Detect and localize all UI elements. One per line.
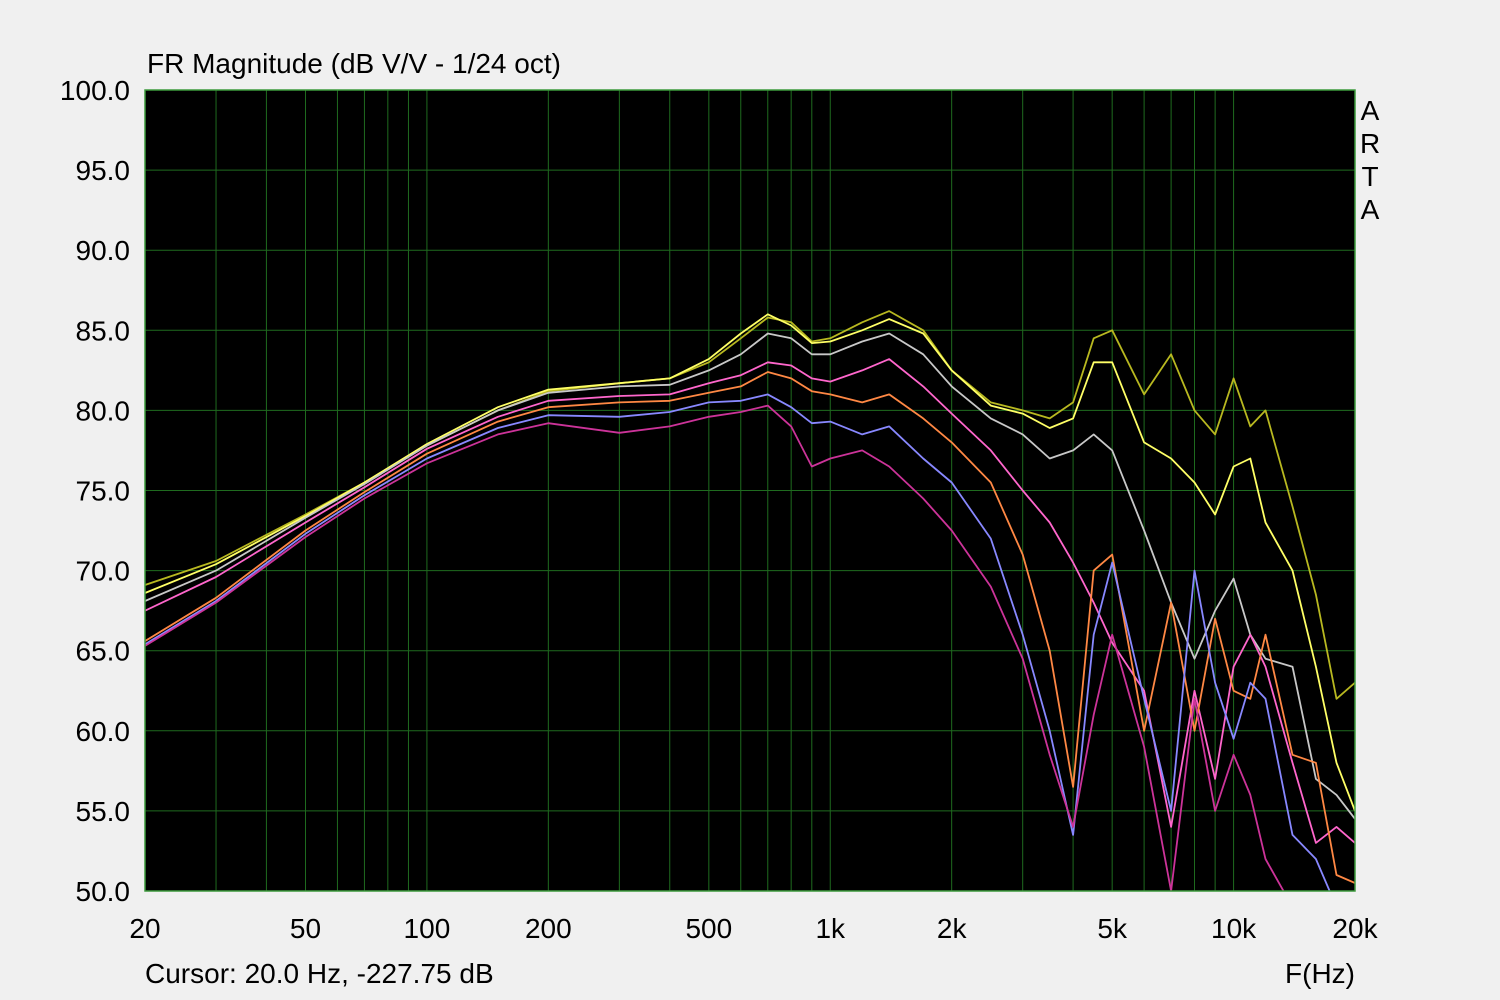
x-tick-label: 20k (1332, 913, 1378, 944)
side-label: ARTA (1360, 95, 1381, 225)
y-tick-label: 70.0 (76, 556, 131, 587)
y-tick-label: 50.0 (76, 876, 131, 907)
x-tick-label: 100 (404, 913, 451, 944)
y-tick-label: 95.0 (76, 155, 131, 186)
y-tick-label: 90.0 (76, 235, 131, 266)
y-tick-label: 75.0 (76, 476, 131, 507)
y-tick-label: 60.0 (76, 716, 131, 747)
y-tick-label: 65.0 (76, 636, 131, 667)
series-line (145, 310, 1355, 700)
x-tick-label: 1k (815, 913, 846, 944)
x-tick-label: 200 (525, 913, 572, 944)
x-tick-label: 500 (685, 913, 732, 944)
series-line (145, 371, 1355, 884)
x-axis-label: F(Hz) (1285, 958, 1355, 989)
x-tick-label: 10k (1211, 913, 1257, 944)
plot-border (144, 89, 1356, 892)
y-tick-label: 80.0 (76, 395, 131, 426)
x-tick-label: 50 (290, 913, 321, 944)
series-line (145, 358, 1355, 844)
chart-title: FR Magnitude (dB V/V - 1/24 oct) (147, 48, 561, 79)
y-tick-label: 100.0 (60, 75, 130, 106)
series-line (145, 404, 1355, 891)
cursor-readout: Cursor: 20.0 Hz, -227.75 dB (145, 958, 494, 989)
series-line (145, 393, 1355, 891)
series-line (145, 332, 1355, 820)
y-tick-label: 55.0 (76, 796, 131, 827)
x-tick-label: 2k (937, 913, 968, 944)
series-line (145, 313, 1355, 812)
x-tick-label: 20 (129, 913, 160, 944)
x-tick-label: 5k (1097, 913, 1128, 944)
y-tick-label: 85.0 (76, 315, 131, 346)
